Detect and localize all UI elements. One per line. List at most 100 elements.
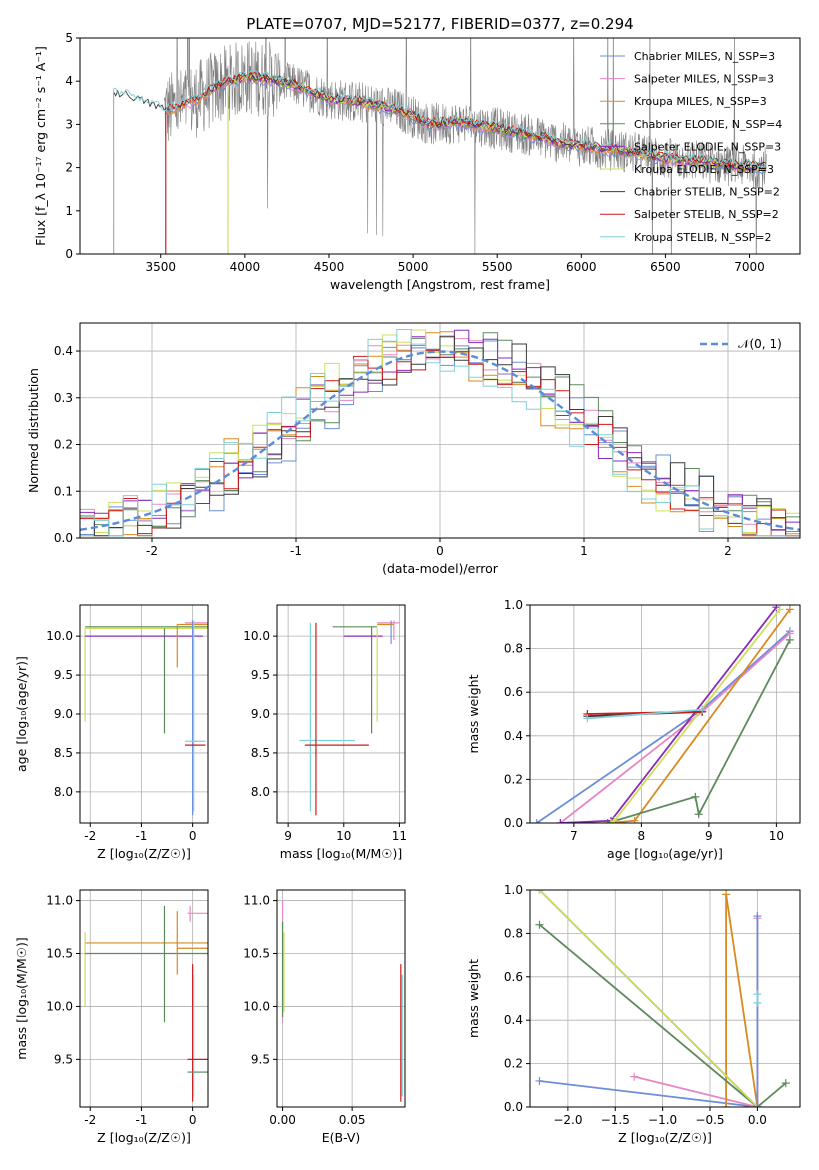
ytick-label: 1.0 [504, 598, 523, 612]
ytick-label: 11.0 [243, 894, 270, 908]
chart-weight_vs_age: 7 8 9 10 0.0 0.2 0.4 0.6 0.8 1.0 age [log₁₀(age/yr… [466, 598, 801, 861]
legend-entry: Salpeter ELODIE, N_SSP=3 [634, 140, 781, 153]
ytick-label: 11.0 [46, 894, 73, 908]
ytick-label: 9.5 [251, 668, 270, 682]
xtick-label: 0 [189, 829, 197, 843]
xtick-label: 1 [580, 544, 588, 558]
weight-line [539, 1080, 758, 1107]
ytick-label: 9.5 [251, 1052, 270, 1066]
xtick-label: -2 [84, 829, 96, 843]
xtick-label: 0.05 [339, 1113, 366, 1127]
x-axis-label: Z [log₁₀(Z/Z☉)] [97, 846, 191, 861]
axes-frame [529, 604, 801, 824]
weight-marker [535, 920, 544, 929]
xtick-label: -2 [146, 544, 158, 558]
xtick-label: 0.0 [748, 1113, 767, 1127]
x-axis-label: wavelength [Angstrom, rest frame] [330, 277, 550, 292]
ytick-label: 9.5 [54, 1052, 73, 1066]
legend-entry: 𝒩(0, 1) [738, 337, 782, 351]
spectrum-model-line [113, 70, 767, 254]
ytick-label: 9.0 [54, 707, 73, 721]
ytick-label: 0.4 [504, 729, 523, 743]
ytick-label: 0.4 [504, 1013, 523, 1027]
weight-line [538, 924, 787, 1107]
ytick-label: 0.2 [54, 438, 73, 452]
ytick-label: 4 [65, 74, 73, 88]
plot-area-mass_vs_ebv [281, 900, 403, 1102]
xtick-label: 2 [724, 544, 732, 558]
y-axis-label: mass weight [466, 959, 481, 1038]
weight-marker [775, 605, 784, 614]
weight-marker [535, 1076, 544, 1085]
weight-line [538, 890, 759, 1107]
y-axis-label: mass weight [466, 674, 481, 753]
ytick-label: 0.0 [504, 1100, 523, 1114]
weight-marker [535, 890, 544, 894]
weight-marker [630, 1072, 639, 1081]
xtick-label: −0.5 [695, 1113, 724, 1127]
xtick-label: 8 [638, 829, 646, 843]
weight-marker [753, 998, 762, 1007]
ytick-label: 8.0 [251, 785, 270, 799]
xtick-label: -1 [290, 544, 302, 558]
ytick-label: 8.5 [251, 746, 270, 760]
ytick-label: 8.5 [54, 746, 73, 760]
legend-entry: Chabrier STELIB, N_SSP=2 [634, 186, 780, 199]
xtick-label: -1 [135, 1113, 147, 1127]
ytick-label: 2 [65, 161, 73, 175]
ytick-label: 1 [65, 204, 73, 218]
chart-age_vs_mass: 9 10 11 8.0 8.5 9.0 9.5 10.0 mass [log₁₀(M/M☉)] [243, 604, 407, 861]
xtick-label: 4000 [230, 260, 261, 274]
ytick-label: 0.8 [504, 926, 523, 940]
weight-marker [753, 990, 762, 999]
legend: Chabrier MILES, N_SSP=3 Salpeter MILES, N… [600, 50, 782, 244]
xtick-label: 7 [570, 829, 578, 843]
ytick-label: 8.0 [54, 785, 73, 799]
ytick-label: 10.5 [243, 947, 270, 961]
xtick-label: 9 [705, 829, 713, 843]
xtick-label: 0 [436, 544, 444, 558]
plot-area-age_vs_mass [299, 620, 400, 816]
chart-age_vs_Z: -2 -1 0 8.0 8.5 9.0 9.5 10.0 Z [log₁₀(Z/Z☉)] age … [14, 604, 209, 861]
legend-entry: Chabrier MILES, N_SSP=3 [634, 50, 775, 63]
weight-marker [722, 1103, 731, 1107]
axes-frame [276, 889, 406, 1108]
ytick-label: 10.0 [243, 999, 270, 1013]
ytick-label: 10.0 [46, 629, 73, 643]
xtick-label: 0 [189, 1113, 197, 1127]
ytick-label: 10.5 [46, 947, 73, 961]
xtick-label: 0.00 [269, 1113, 296, 1127]
chart-weight_vs_Z: −2.0 −1.5 −1.0 −0.5 0.0 0.0 0.2 0.4 0.6 0.8 1.0 Z [… [466, 883, 801, 1145]
weight-marker [722, 890, 731, 899]
ytick-label: 0.2 [504, 1057, 523, 1071]
weight-marker [610, 816, 619, 823]
weight-line [587, 708, 703, 720]
ytick-label: 0.1 [54, 484, 73, 498]
ytick-label: 0.0 [54, 531, 73, 545]
axes-frame [79, 889, 209, 1108]
xtick-label: 10 [769, 829, 784, 843]
xtick-label: 4500 [314, 260, 345, 274]
x-axis-label: Z [log₁₀(Z/Z☉)] [618, 1130, 712, 1145]
legend-entry: Kroupa STELIB, N_SSP=2 [634, 231, 772, 244]
weight-line [633, 1075, 758, 1107]
figure-title: PLATE=0707, MJD=52177, FIBERID=0377, z=0… [246, 15, 633, 33]
plot-area-spectrum [113, 38, 767, 254]
weight-line [587, 710, 703, 715]
xtick-label: 3500 [145, 260, 176, 274]
chart-mass_vs_Z: -2 -1 0 9.5 10.0 10.5 11.0 Z [log₁₀(Z/Z☉)] mass … [14, 889, 209, 1145]
xtick-label: -1 [135, 829, 147, 843]
weight-marker [556, 819, 565, 823]
xtick-label: 10 [336, 829, 351, 843]
y-axis-label: Flux [f_λ 10⁻¹⁷ erg cm⁻² s⁻¹ A⁻¹] [33, 46, 48, 246]
plot-area-residuals [80, 329, 800, 537]
xtick-label: −2.0 [553, 1113, 582, 1127]
xtick-label: 9 [284, 829, 292, 843]
weight-marker [785, 635, 794, 644]
plot-area-mass_vs_Z [84, 905, 208, 1102]
x-axis-label: (data-model)/error [382, 561, 499, 576]
xtick-label: 6000 [566, 260, 597, 274]
xtick-label: -2 [84, 1113, 96, 1127]
ytick-label: 10.0 [243, 629, 270, 643]
